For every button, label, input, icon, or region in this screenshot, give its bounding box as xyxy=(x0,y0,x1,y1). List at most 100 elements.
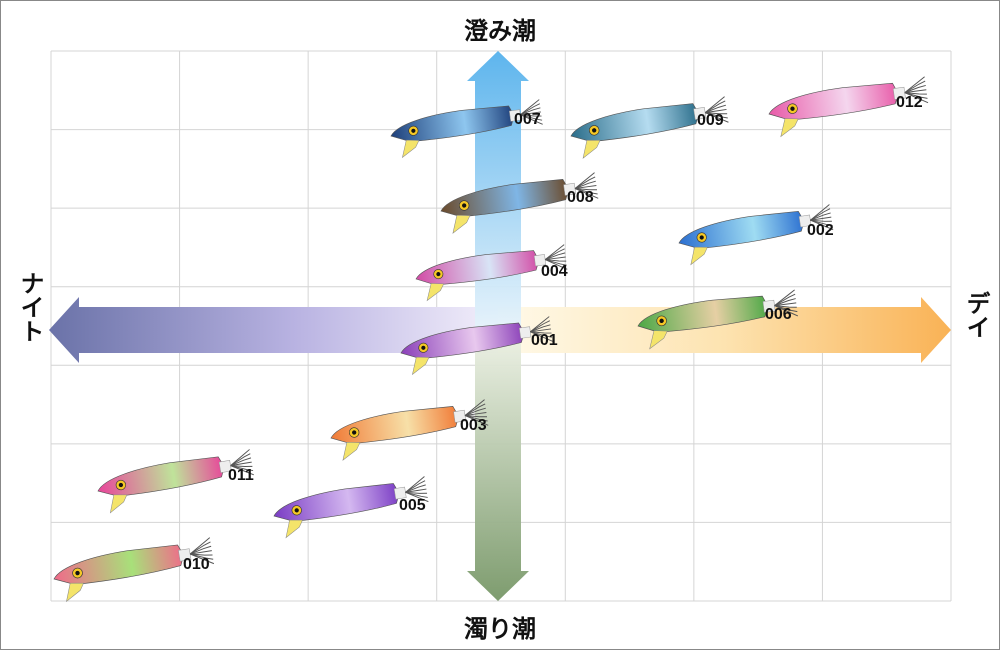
jig-hook xyxy=(405,480,426,493)
jig-hook xyxy=(520,114,543,125)
jig-pupil xyxy=(592,128,597,133)
right-axis-label: デイ xyxy=(962,291,990,339)
jig-pupil xyxy=(75,570,80,576)
jig-hook xyxy=(704,104,727,114)
jig-hook xyxy=(405,484,426,493)
jig-hook xyxy=(904,84,926,94)
jig-hook xyxy=(774,305,798,313)
jig-body xyxy=(678,210,805,249)
jig xyxy=(330,399,489,461)
jig-hook xyxy=(704,112,729,123)
jig-hook xyxy=(810,219,832,222)
jig-body xyxy=(53,544,184,585)
jig-pupil xyxy=(436,272,441,277)
jig-label: 012 xyxy=(896,94,923,111)
left-axis-label: ナイト xyxy=(16,271,44,343)
jig-hook xyxy=(705,112,728,115)
jig-fin xyxy=(690,246,708,266)
jig-hook xyxy=(810,216,832,221)
jig-tail xyxy=(218,460,232,473)
jig xyxy=(273,476,429,539)
jig-hook xyxy=(704,100,726,114)
jig-hook xyxy=(574,188,597,191)
jig-label: 003 xyxy=(460,417,487,434)
jig xyxy=(768,76,929,138)
jig-label: 009 xyxy=(697,112,724,129)
jig-fin xyxy=(401,139,420,159)
jig-hook xyxy=(904,92,929,104)
jig-fin xyxy=(109,494,128,514)
jig xyxy=(415,244,568,302)
jig-hook xyxy=(704,96,725,114)
jig-pupil xyxy=(462,203,467,208)
jig-hook xyxy=(774,305,799,317)
jig-hook xyxy=(530,331,553,342)
jig-hook xyxy=(774,302,797,307)
jig-hook xyxy=(189,541,211,555)
jig-hook xyxy=(530,324,551,333)
jig-label: 010 xyxy=(183,556,210,573)
jig-pupil xyxy=(352,430,357,435)
jig-hook xyxy=(574,172,595,189)
jig-hook xyxy=(810,204,830,221)
jig-fin xyxy=(582,139,601,159)
jig-hook xyxy=(545,259,567,262)
jig-hook xyxy=(189,553,215,565)
jig-hook xyxy=(190,553,214,560)
jig-hook xyxy=(530,331,553,338)
jig-hook xyxy=(904,76,925,94)
jig-fin xyxy=(452,214,471,234)
jig-body xyxy=(97,456,225,497)
jig-body xyxy=(415,250,540,286)
jig-hook xyxy=(574,188,598,195)
jig-fin xyxy=(649,330,668,350)
jig-pupil xyxy=(659,318,664,324)
jig-hook xyxy=(520,114,542,117)
jig-label: 011 xyxy=(228,467,254,484)
jig xyxy=(570,96,729,159)
jig xyxy=(678,204,834,266)
jig-hook xyxy=(405,476,425,493)
jig-hook xyxy=(405,491,428,498)
jig-pupil xyxy=(790,106,795,111)
jig-tail xyxy=(519,326,532,339)
jig-fin xyxy=(426,283,445,302)
jig-hook xyxy=(574,180,596,189)
jig-hook xyxy=(574,188,599,199)
jig xyxy=(53,537,215,603)
top-axis-label: 澄み潮 xyxy=(464,17,536,45)
jig-fin xyxy=(66,582,85,603)
jig-hook xyxy=(574,184,597,190)
jig-hook xyxy=(230,465,254,472)
jig-body xyxy=(400,322,525,359)
jig-fin xyxy=(285,519,303,539)
jig-fin xyxy=(342,441,361,461)
jig-label: 007 xyxy=(514,111,541,128)
jig-pupil xyxy=(294,508,299,513)
jig xyxy=(400,316,553,376)
jig-hook xyxy=(774,305,797,308)
jig-hook xyxy=(520,114,543,121)
jigs: 007 009 012 008 002 004 006 001 003 011 005 010 xyxy=(53,76,929,603)
jig-hook xyxy=(405,491,429,503)
jig-hook xyxy=(904,92,928,99)
jig-body xyxy=(273,483,400,522)
jig-hook xyxy=(405,491,428,494)
jig-hook xyxy=(464,411,487,417)
jig-hook xyxy=(545,256,566,261)
jig-label: 002 xyxy=(807,222,834,239)
jig-hook xyxy=(530,320,551,333)
jig-hook xyxy=(544,244,565,260)
jig-hook xyxy=(904,92,927,95)
jig-hook xyxy=(520,99,540,116)
jig-hook xyxy=(405,488,427,493)
jig-body xyxy=(570,103,700,142)
jig-hook xyxy=(530,331,552,334)
jig-hook xyxy=(464,407,486,416)
jig-hook xyxy=(520,103,541,116)
jig-hook xyxy=(774,289,795,307)
jig-hook xyxy=(464,415,487,418)
jig-hook xyxy=(230,449,250,467)
jig-hook xyxy=(190,550,212,555)
